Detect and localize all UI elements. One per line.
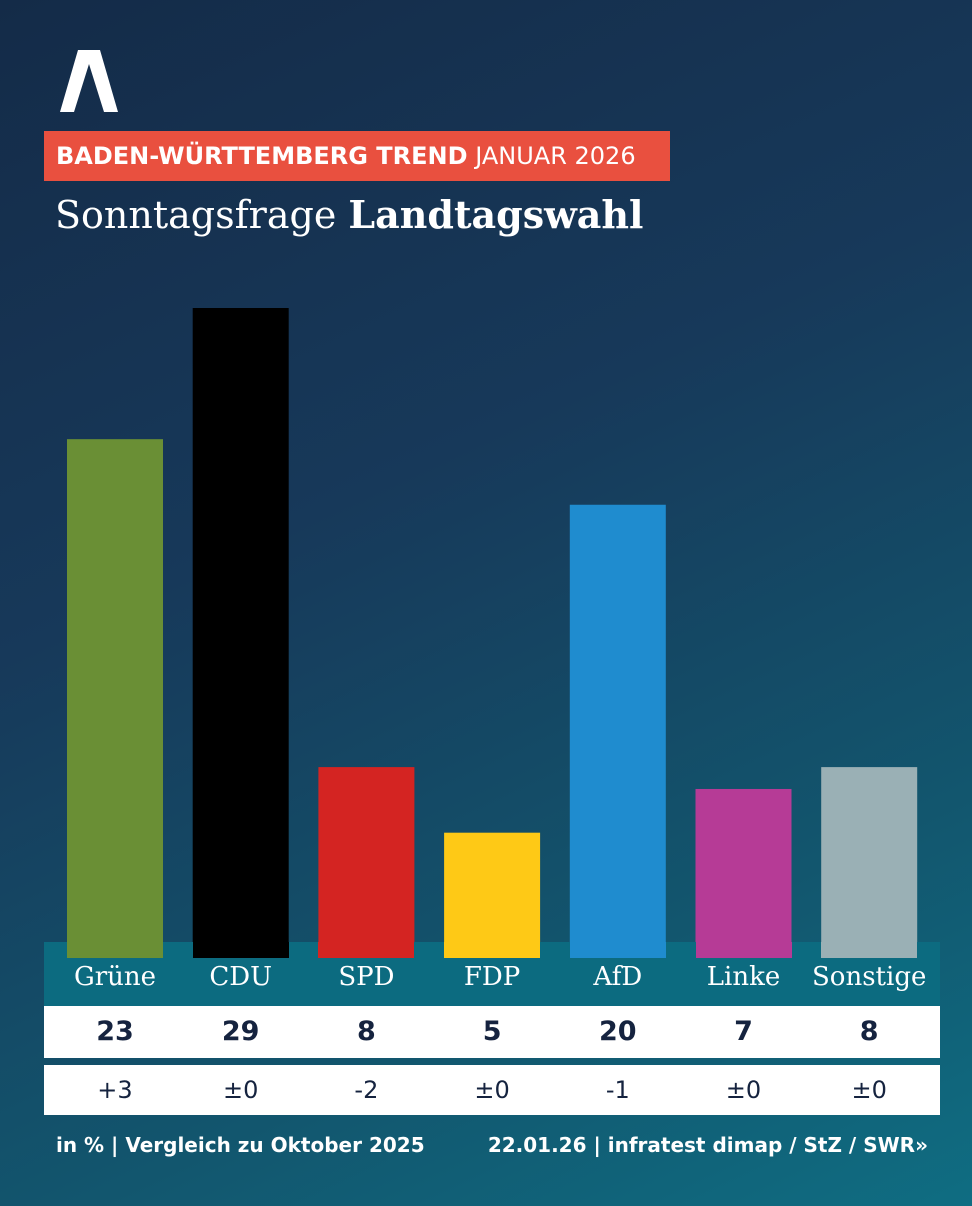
trend-banner-bold: BADEN-WÜRTTEMBERG TREND [56,142,468,170]
change-label-cdu: ±0 [222,1076,259,1104]
category-label-grne: Grüne [73,962,157,992]
value-label-afd: 20 [599,1016,637,1047]
brand-label: SWR [863,1133,916,1157]
bar-stub-afd [569,942,666,958]
category-label-spd: SPD [338,962,395,992]
bar-sonstige [821,767,918,942]
value-label-spd: 8 [356,1016,376,1047]
chart-title: Sonntagsfrage Landtagswahl [55,192,643,237]
change-label-fdp: ±0 [474,1076,510,1104]
category-label-sonstige: Sonstige [812,962,927,992]
chart-title-bold: Landtagswahl [348,192,644,237]
value-label-fdp: 5 [482,1016,502,1047]
category-label-cdu: CDU [209,962,273,992]
bar-afd [569,504,666,942]
bar-stub-grne [67,942,163,958]
change-label-sonstige: ±0 [851,1076,887,1104]
category-label-linke: Linke [706,962,781,992]
bar-stub-cdu [192,942,289,958]
bar-stub-fdp [444,942,541,958]
bar-cdu [192,308,289,942]
value-label-linke: 7 [734,1016,753,1047]
bar-stub-linke [695,942,792,958]
changes-row: +3 ±0 -2 ±0 -1 ±0 ±0 [44,1065,940,1115]
logo-icon [60,50,118,112]
bar-stub-sonstige [821,942,918,958]
footer-note: in % | Vergleich zu Oktober 2025 [56,1133,425,1157]
bar-fdp [444,832,541,942]
bar-stub-spd [318,942,415,958]
change-label-grne: +3 [97,1076,133,1104]
trend-banner: BADEN-WÜRTTEMBERG TREND JANUAR 2026 [44,131,670,181]
footer-source-text: 22.01.26 | infratest dimap / StZ / [487,1133,857,1157]
value-label-cdu: 29 [221,1016,260,1047]
bar-spd [318,767,415,942]
value-label-grne: 23 [96,1016,134,1047]
category-label-fdp: FDP [463,962,521,992]
double-chevron-right-icon: » [915,1133,928,1157]
bar-grne [67,439,163,942]
bar-linke [695,788,792,942]
values-row: 23 29 8 5 20 7 8 [44,1006,940,1058]
footer-source: 22.01.26 | infratest dimap / StZ / SWR» [488,1133,928,1157]
trend-banner-date: JANUAR 2026 [475,142,636,170]
change-label-afd: -1 [605,1076,630,1104]
chart-title-regular: Sonntagsfrage [55,193,337,237]
category-label-afd: AfD [593,962,643,992]
bar-chart [67,308,918,942]
value-label-sonstige: 8 [859,1016,879,1047]
change-label-spd: -2 [354,1076,379,1104]
change-label-linke: ±0 [725,1076,762,1104]
